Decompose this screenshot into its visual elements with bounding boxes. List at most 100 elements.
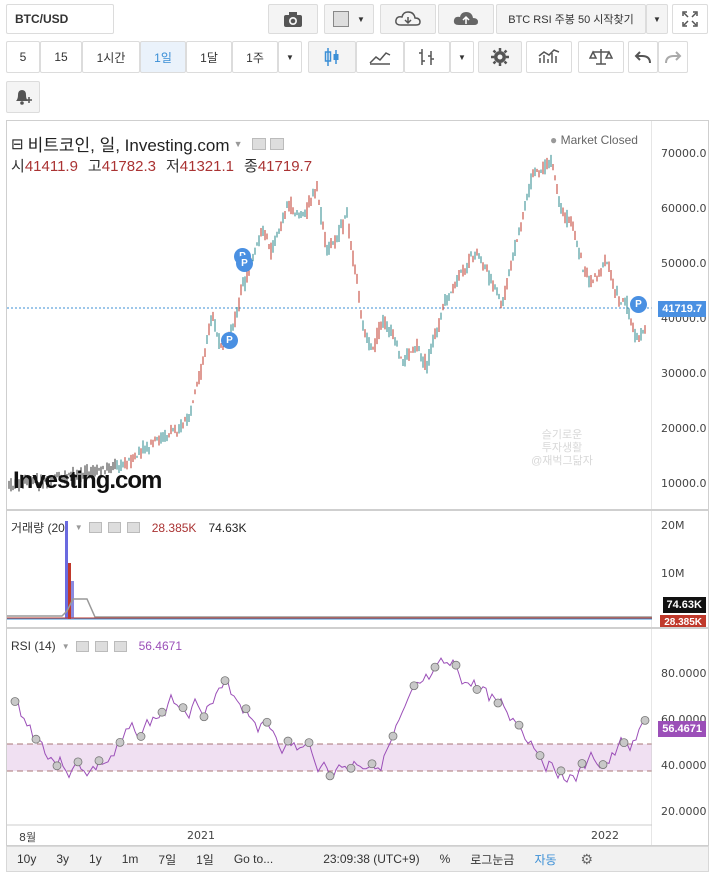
rsi-marker: [304, 738, 314, 748]
chart-type-dropdown[interactable]: ▼: [450, 41, 474, 73]
auto-scale-toggle[interactable]: 자동: [534, 852, 557, 867]
volume-legend: 거래량 (20) ▼ 28.385K 74.63K: [11, 520, 247, 536]
rsi-marker: [31, 734, 41, 744]
chart-color-picker[interactable]: ▼: [324, 4, 374, 34]
range-1d[interactable]: 1일: [196, 852, 214, 867]
rsi-marker: [409, 681, 419, 691]
color-swatch-icon: [333, 11, 350, 27]
rsi-marker: [367, 759, 377, 769]
price-scale-label: 20000.0: [661, 422, 707, 435]
range-3y[interactable]: 3y: [56, 852, 70, 866]
chevron-down-icon[interactable]: ▼: [61, 641, 70, 651]
chevron-down-icon[interactable]: ▼: [233, 138, 243, 149]
visibility-icon[interactable]: [75, 640, 89, 652]
market-status: ● Market Closed: [550, 133, 638, 147]
line-chart-button[interactable]: [356, 41, 404, 73]
volume-scale-label: 20M: [661, 519, 685, 532]
undo-button[interactable]: [628, 41, 658, 73]
fullscreen-button[interactable]: [672, 4, 708, 34]
interval-5[interactable]: 5: [6, 41, 40, 73]
interval-dropdown[interactable]: ▼: [278, 41, 302, 73]
goto-button[interactable]: Go to...: [233, 852, 274, 866]
cloud-download-icon: [395, 11, 421, 26]
cloud-upload-icon: [453, 12, 478, 25]
collapse-icon[interactable]: ⊟: [11, 135, 24, 153]
event-marker[interactable]: P: [236, 255, 253, 272]
chevron-down-icon: ▼: [653, 14, 661, 24]
x-axis-label: 2021: [187, 829, 215, 842]
candle-type-button[interactable]: [308, 41, 356, 73]
rsi-marker: [325, 771, 335, 781]
ohlc-bar-icon: [419, 49, 434, 65]
watermark: 슬기로운 투자생활 @재벅그닮자: [531, 429, 593, 467]
volume-tag: 74.63K: [662, 597, 706, 613]
rsi-marker: [472, 685, 482, 694]
price-scale-label: 70000.0: [661, 147, 707, 160]
candlestick-icon: [324, 48, 339, 66]
indicators-button[interactable]: [526, 41, 572, 73]
rsi-chart[interactable]: [7, 629, 652, 845]
rsi-marker: [199, 712, 209, 722]
gear-icon[interactable]: [94, 640, 108, 652]
rsi-scale-label: 80.0000: [661, 667, 707, 680]
cloud-upload-button[interactable]: [438, 4, 494, 34]
status-dot-icon: ●: [550, 133, 558, 147]
rsi-marker: [430, 662, 440, 672]
rsi-marker: [535, 751, 545, 760]
gear-icon: [491, 48, 509, 66]
fullscreen-icon: [682, 11, 698, 27]
visibility-icon[interactable]: [252, 137, 267, 150]
price-scale-label: 50000.0: [661, 257, 707, 270]
cloud-download-button[interactable]: [380, 4, 436, 34]
line-chart-icon: [369, 52, 391, 65]
rsi-marker: [640, 715, 650, 725]
volume-chart[interactable]: [7, 511, 652, 627]
gear-icon[interactable]: [107, 522, 121, 533]
rsi-marker: [493, 698, 503, 708]
saved-layout-dropdown[interactable]: ▼: [646, 4, 668, 34]
visibility-icon[interactable]: [88, 522, 102, 533]
close-icon[interactable]: [113, 640, 127, 652]
rsi-legend: RSI (14) ▼ 56.4671: [11, 639, 182, 653]
range-10y[interactable]: 10y: [17, 852, 37, 866]
percent-toggle[interactable]: %: [439, 852, 451, 866]
gear-icon[interactable]: [270, 137, 285, 150]
chevron-down-icon: ▼: [286, 52, 294, 62]
interval-15[interactable]: 15: [40, 41, 82, 73]
compare-button[interactable]: [578, 41, 624, 73]
redo-button[interactable]: [658, 41, 688, 73]
symbol-search[interactable]: BTC/USD: [6, 4, 114, 34]
volume-scale-label: 10M: [661, 567, 685, 580]
clock: 23:09:38 (UTC+9): [323, 852, 420, 866]
interval-1w[interactable]: 1주: [232, 41, 278, 73]
event-marker[interactable]: P: [221, 332, 238, 349]
investing-logo: Investing.com: [13, 467, 162, 494]
range-1y[interactable]: 1y: [89, 852, 102, 866]
volume-tag: 28.385K: [660, 615, 706, 627]
range-7d[interactable]: 7일: [158, 852, 177, 867]
rsi-marker: [10, 697, 20, 706]
rsi-marker: [262, 717, 272, 727]
interval-1d[interactable]: 1일: [140, 41, 186, 73]
rsi-marker: [115, 737, 125, 747]
close-icon[interactable]: [126, 522, 140, 533]
event-marker[interactable]: P: [630, 296, 647, 313]
saved-layout-select[interactable]: BTC RSI 주봉 50 시작찾기: [496, 4, 646, 34]
log-scale-toggle[interactable]: 로그눈금: [470, 852, 515, 867]
add-alert-button[interactable]: [6, 81, 40, 113]
screenshot-button[interactable]: [268, 4, 318, 34]
interval-1mo[interactable]: 1달: [186, 41, 232, 73]
price-scale-label: 60000.0: [661, 202, 707, 215]
indicators-icon: [538, 49, 560, 63]
rsi-marker: [556, 766, 566, 776]
price-panel[interactable]: ⊟ 비트코인, 일, Investing.com ▼ ● Market Clos…: [6, 120, 709, 510]
rsi-panel[interactable]: RSI (14) ▼ 56.4671 80.0000 60.0000 40.00…: [6, 628, 709, 846]
range-1m[interactable]: 1m: [121, 852, 139, 866]
interval-1h[interactable]: 1시간: [82, 41, 140, 73]
volume-panel[interactable]: 거래량 (20) ▼ 28.385K 74.63K 20M 10M 74.63K…: [6, 510, 709, 628]
bar-chart-button[interactable]: [404, 41, 450, 73]
gear-icon[interactable]: ⚙: [580, 850, 594, 867]
settings-button[interactable]: [478, 41, 522, 73]
chart-legend: ⊟ 비트코인, 일, Investing.com ▼: [11, 131, 285, 156]
chevron-down-icon[interactable]: ▼: [74, 523, 83, 532]
